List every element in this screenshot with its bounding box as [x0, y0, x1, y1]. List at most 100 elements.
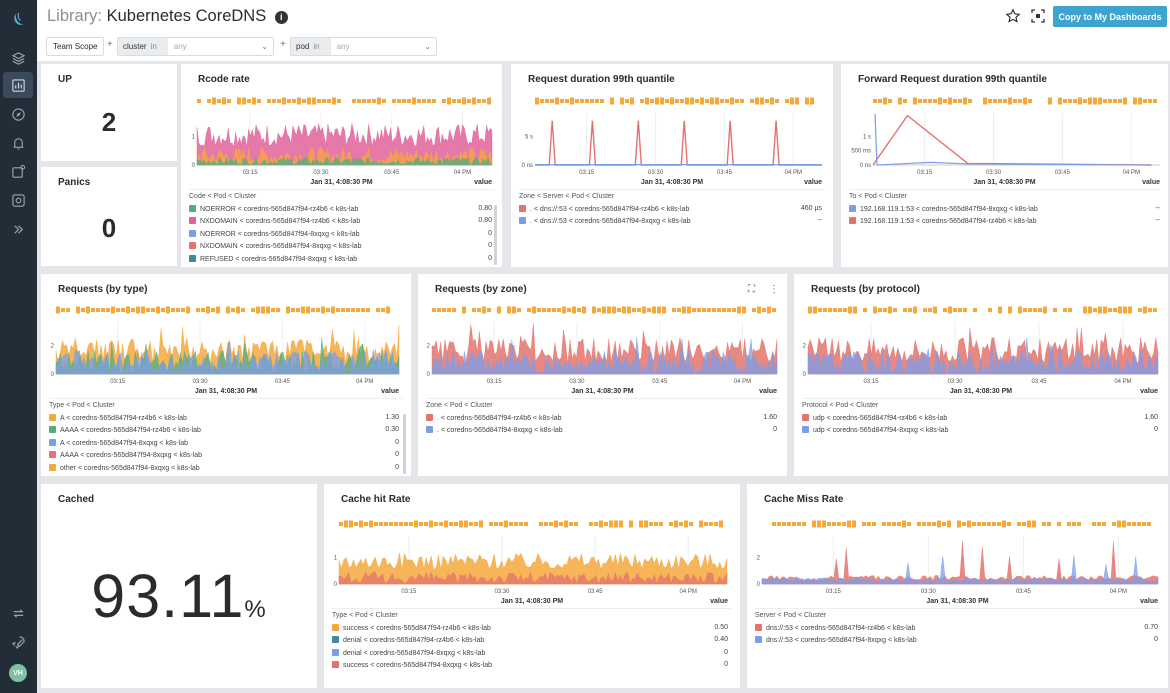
cluster-filter-value[interactable]: any [167, 38, 273, 55]
legend-item[interactable]: . < coredns-565d847f94-rz4b6 < k8s-lab 1.… [426, 414, 777, 426]
legend-item[interactable]: A < coredns-565d847f94-rz4b6 < k8s-lab 1.… [49, 414, 399, 426]
event-marker [236, 306, 240, 314]
event-marker [709, 522, 713, 526]
event-marker [489, 522, 493, 526]
legend-item[interactable]: udp < coredns-565d847f94-8xqxg < k8s-lab… [802, 426, 1158, 438]
cachehit-chart: 03:15 03:30 03:45 04 PM 0 1 [334, 536, 728, 595]
legend-value-header: value [759, 388, 777, 395]
pod-filter[interactable]: pod in any ⌄ [290, 37, 437, 56]
more-options-icon[interactable]: ⋮ [769, 284, 779, 295]
legend-item[interactable]: NXDOMAIN < coredns-565d847f94-8xqxg < k8… [189, 242, 492, 254]
event-marker [327, 99, 331, 103]
event-marker [251, 308, 255, 312]
info-icon[interactable]: i [274, 11, 288, 24]
sync-icon[interactable] [3, 600, 33, 626]
legend-item[interactable]: REFUSED < coredns-565d847f94-8xqxg < k8s… [189, 254, 492, 267]
legend-item[interactable]: NOERROR < coredns-565d847f94-rz4b6 < k8s… [189, 205, 492, 217]
legend-item[interactable]: AAAA < coredns-565d847f94-rz4b6 < k8s-la… [49, 426, 399, 438]
legend-item[interactable]: . < coredns-565d847f94-8xqxg < k8s-lab 0 [426, 426, 777, 438]
legend-value-header: value [1140, 388, 1158, 395]
legend-item[interactable]: 192.168.119.1:53 < coredns-565d847f94-rz… [849, 217, 1160, 229]
series-area [761, 541, 1159, 585]
event-marker [86, 306, 90, 314]
event-marker [690, 97, 694, 105]
fullscreen-icon[interactable]: ⛶ [748, 284, 755, 295]
event-marker [993, 99, 997, 103]
event-marker [762, 308, 766, 312]
rocket-icon[interactable] [3, 629, 33, 655]
x-tick-label: 03:30 [313, 170, 329, 176]
event-marker [429, 520, 433, 528]
event-marker [580, 99, 584, 103]
legend-item[interactable]: denial < coredns-565d847f94-8xqxg < k8s-… [332, 648, 728, 661]
legend-item[interactable]: . < dns://:53 < coredns-565d847f94-8xqxg… [519, 217, 822, 229]
legend-item[interactable]: . < dns://:53 < coredns-565d847f94-rz4b6… [519, 205, 822, 217]
expand-icon[interactable] [3, 216, 33, 242]
legend-item[interactable]: success < coredns-565d847f94-8xqxg < k8s… [332, 661, 728, 673]
legend-item[interactable]: 192.168.119.1:53 < coredns-565d847f94-8x… [849, 205, 1160, 217]
legend-swatch [49, 463, 56, 471]
layers-icon[interactable] [3, 45, 33, 71]
event-marker [732, 308, 736, 312]
event-marker [1102, 522, 1106, 526]
event-marker [76, 306, 80, 314]
legend-scrollbar[interactable] [403, 414, 406, 474]
event-marker [863, 308, 867, 312]
cluster-key-text: cluster [123, 42, 147, 51]
event-marker [1118, 99, 1122, 103]
event-marker [619, 520, 623, 528]
legend-item[interactable]: other < coredns-565d847f94-8xqxg < k8s-l… [49, 463, 399, 476]
scan-icon[interactable] [1030, 8, 1046, 24]
integrations-icon[interactable] [3, 187, 33, 213]
byzone-panel: Requests (by zone) ⛶ ⋮ 03:15 03:30 03:45 04 PM… [418, 274, 787, 476]
cached-unit: % [244, 596, 267, 623]
event-marker [276, 308, 280, 312]
divider [332, 608, 732, 609]
event-marker [848, 306, 852, 314]
alerts-icon[interactable] [3, 130, 33, 156]
cluster-filter[interactable]: cluster in any ⌄ [117, 37, 274, 56]
team-scope-button[interactable]: Team Scope [46, 37, 105, 56]
event-marker [923, 99, 927, 103]
legend-item[interactable]: dns://:53 < coredns-565d847f94-8xqxg < k… [755, 636, 1158, 648]
event-marker [507, 306, 511, 314]
legend-label: dns://:53 < coredns-565d847f94-8xqxg < k… [766, 637, 917, 645]
legend-item[interactable]: dns://:53 < coredns-565d847f94-rz4b6 < k… [755, 624, 1158, 636]
event-marker [1123, 97, 1127, 105]
legend-item[interactable]: AAAA < coredns-565d847f94-8xqxg < k8s-la… [49, 451, 399, 463]
event-marker [630, 97, 634, 105]
event-timeline [535, 97, 814, 105]
legend-item[interactable]: denial < coredns-565d847f94-rz4b6 < k8s-… [332, 636, 728, 648]
avatar[interactable]: VH [9, 664, 27, 682]
legend-item[interactable]: success < coredns-565d847f94-rz4b6 < k8s… [332, 624, 728, 636]
legend-item[interactable]: A < coredns-565d847f94-8xqxg < k8s-lab 0 [49, 438, 399, 451]
copy-to-dashboards-button[interactable]: Copy to My Dashboards [1053, 6, 1167, 27]
legend-item[interactable]: udp < coredns-565d847f94-rz4b6 < k8s-lab… [802, 414, 1158, 426]
explore-icon[interactable] [3, 101, 33, 127]
event-marker [714, 522, 718, 526]
legend-label: . < dns://:53 < coredns-565d847f94-8xqxg… [530, 218, 691, 226]
legend-item[interactable]: NXDOMAIN < coredns-565d847f94-rz4b6 < k8… [189, 217, 492, 229]
x-tick-label: 03:30 [193, 379, 209, 385]
pod-filter-value[interactable]: any [330, 38, 436, 55]
y-tick-label: 2 [51, 343, 55, 349]
legend-swatch [332, 636, 339, 644]
legend-swatch [49, 414, 56, 421]
logo-icon[interactable] [3, 6, 33, 32]
legend-scrollbar[interactable] [494, 205, 497, 265]
event-marker [499, 522, 503, 526]
event-marker [96, 308, 100, 312]
events-icon[interactable] [3, 158, 33, 184]
star-icon[interactable] [1005, 8, 1021, 24]
event-marker [1108, 99, 1112, 103]
divider [49, 398, 403, 399]
event-marker [897, 522, 901, 526]
legend-swatch [849, 205, 856, 212]
event-marker [1098, 306, 1102, 314]
event-marker [1028, 308, 1032, 312]
dashboards-icon[interactable] [3, 72, 33, 98]
legend-item[interactable]: NOERROR < coredns-565d847f94-8xqxg < k8s… [189, 229, 492, 242]
legend-time: Jan 31, 4:08:30 PM [194, 388, 258, 395]
event-marker [968, 99, 972, 103]
event-marker [918, 99, 922, 103]
